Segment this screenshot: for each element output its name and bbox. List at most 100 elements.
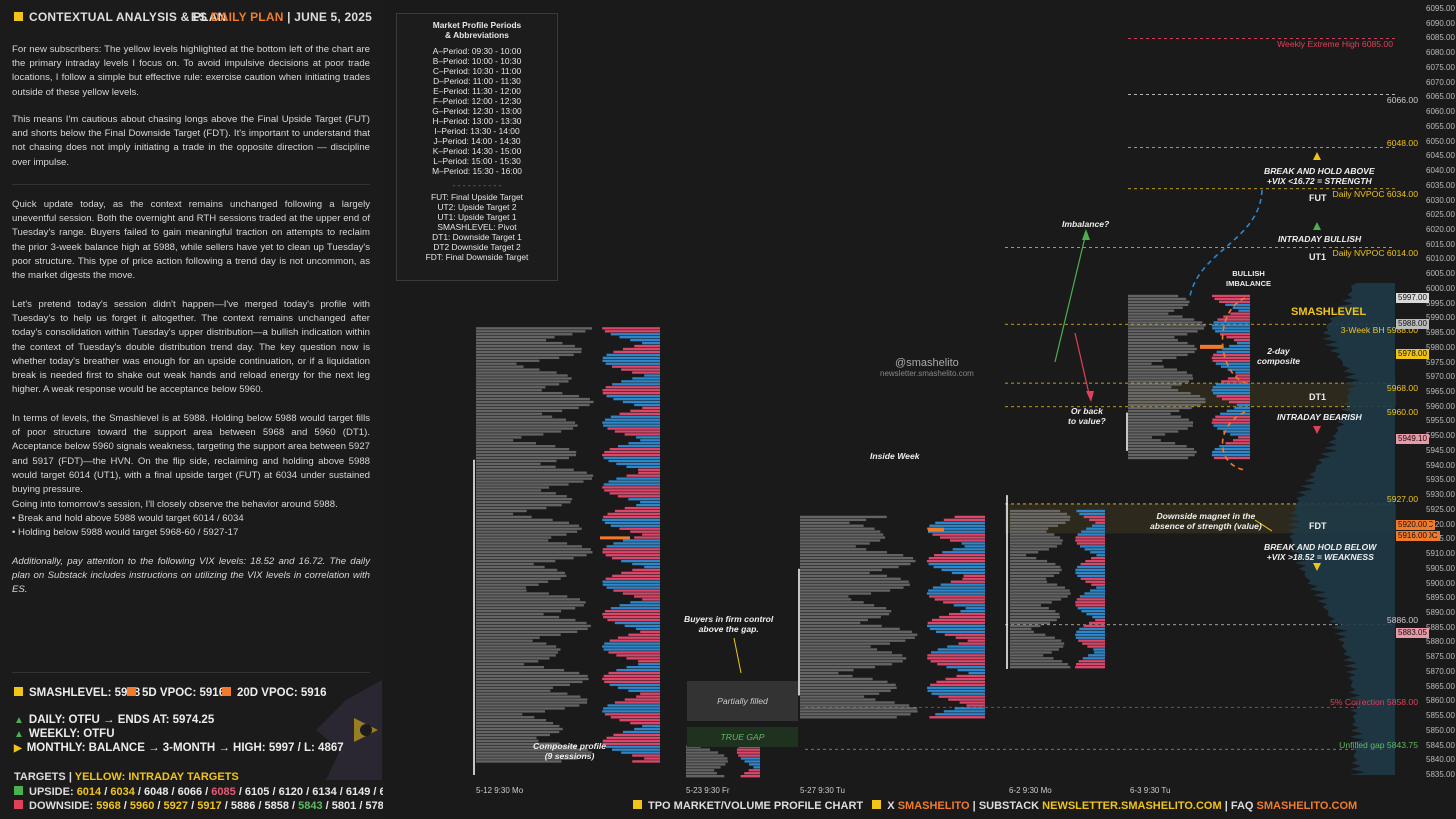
composite2day-tpo-row: [1128, 456, 1189, 460]
composite2day-volume-row: [1212, 418, 1250, 421]
composite-volume-row: [614, 701, 660, 704]
day-62-volume-row: [1091, 556, 1105, 560]
composite-volume-row: [632, 377, 660, 380]
composite-volume-row: [612, 383, 660, 386]
composite2day-volume-row: [1216, 394, 1250, 398]
footer-chart: TPO MARKET/VOLUME PROFILE CHART: [648, 800, 864, 812]
composite2day-tpo-row: [1128, 439, 1161, 442]
week-volume-row: [950, 539, 985, 542]
composite-tpo-row: [476, 645, 557, 648]
composite-volume-row: [636, 436, 660, 439]
composite-volume-row: [626, 474, 660, 477]
composite-volume-row: [604, 642, 660, 645]
week-volume-row: [936, 680, 985, 684]
week-volume-row: [927, 624, 985, 628]
footer-faq-site[interactable]: SMASHELITO.COM: [1256, 800, 1358, 812]
footer-substack-site[interactable]: NEWSLETTER.SMASHELITO.COM: [1042, 800, 1222, 812]
composite2day-tpo-row: [1128, 300, 1190, 304]
composite-volume-row: [606, 586, 660, 589]
composite2day-volume-row: [1222, 347, 1250, 351]
composite-tpo-row: [476, 595, 568, 598]
composite2day-volume-row: [1211, 324, 1250, 327]
yellow-arrow: [733, 637, 742, 674]
day-62-tpo-row: [1010, 660, 1063, 663]
break-above-line2: +VIX <16.72 = STRENGTH: [1266, 176, 1372, 186]
week-tpo-row: [800, 698, 876, 701]
composite-volume-row: [624, 506, 660, 510]
footer-x-handle[interactable]: SMASHELITO: [897, 800, 970, 812]
composite-tpo-row: [476, 450, 577, 454]
week-tpo-row: [800, 612, 890, 616]
buyers-line1: Buyers in firm control: [684, 614, 774, 624]
composite-volume-row: [640, 630, 660, 633]
targets-header: TARGETS | YELLOW: INTRADAY TARGETS: [14, 771, 239, 783]
composite-line1: Composite profile: [533, 741, 607, 751]
composite-volume-row: [616, 462, 660, 466]
orange-square-icon: [127, 687, 136, 696]
composite-tpo-row: [476, 716, 535, 719]
week-tpo-row: [800, 671, 839, 675]
composite-tpo-row: [476, 439, 514, 442]
week-volume-row: [927, 689, 985, 692]
week-volume-row: [959, 701, 985, 704]
day-62-tpo-row: [1010, 574, 1054, 578]
day-62-tpo-row: [1010, 536, 1061, 539]
composite2day-volume-row: [1219, 445, 1250, 448]
composite-tpo-row: [476, 704, 580, 707]
y-tick-label: 6055.00: [1426, 121, 1455, 131]
composite-tpo-row: [476, 442, 536, 445]
day-62-volume-row: [1077, 533, 1105, 536]
composite-tpo-row: [476, 336, 555, 339]
composite2day-volume-row: [1211, 421, 1250, 424]
composite-tpo-row: [476, 710, 546, 713]
composite-volume-row: [614, 621, 660, 625]
axis-badge: 5883.05: [1396, 628, 1429, 639]
composite-volume-row: [602, 739, 660, 743]
day-62-volume-row: [1077, 607, 1105, 610]
composite2day-volume-row: [1238, 436, 1250, 439]
green-square-icon: [14, 786, 23, 795]
week-tpo-row: [800, 571, 870, 575]
composite-tpo-row: [476, 677, 589, 681]
week-volume-row: [956, 674, 985, 678]
week-tpo-row: [800, 654, 903, 657]
composite-volume-row: [613, 733, 660, 737]
gap-session-volume-row: [740, 757, 760, 760]
week-tpo-row: [800, 677, 873, 681]
composite2day-tpo-row: [1128, 321, 1203, 324]
composite2day-volume-row: [1220, 365, 1250, 368]
day-62-tpo-row: [1010, 521, 1066, 524]
composite2day-volume-row: [1235, 374, 1250, 377]
decor-graphic: [316, 680, 382, 780]
footer-x: X: [887, 800, 895, 812]
composite-tpo-row: [476, 359, 540, 362]
composite2day-volume-row: [1217, 318, 1250, 321]
yellow-square-icon: [872, 800, 882, 809]
week-volume-row: [944, 633, 985, 636]
composite-volume-row: [626, 465, 660, 469]
target-value: / 5801 / 5780 /: [322, 800, 400, 812]
week-volume-row: [947, 645, 985, 648]
week-volume-row: [927, 621, 985, 625]
composite2day-tpo-row: [1128, 412, 1171, 415]
composite-tpo-row: [476, 356, 560, 360]
composite-tpo-row: [476, 601, 586, 604]
week-tpo-row: [800, 674, 853, 678]
gap-session-volume-row: [744, 760, 760, 763]
y-tick-label: 5930.00: [1426, 490, 1455, 500]
level-5960-label: 5960.00: [1386, 407, 1418, 417]
composite2day-tpo-row: [1128, 350, 1195, 354]
up-triangle-icon: [1313, 222, 1321, 230]
day-62-tpo-row: [1010, 657, 1054, 660]
y-tick-label: 6025.00: [1426, 210, 1455, 220]
target-value: 6014: [76, 786, 102, 798]
composite2day-volume-row: [1211, 389, 1250, 392]
composite-volume-row: [644, 374, 660, 377]
divider: [12, 672, 370, 673]
target-value: / 6105 / 6120 / 6134 / 6149 / 6166: [235, 786, 404, 798]
week-volume-row: [966, 704, 985, 707]
week-volume-row: [954, 707, 985, 710]
red-arrow: [1074, 332, 1091, 399]
day-62-volume-row: [1084, 548, 1105, 551]
target-value: 5960: [129, 800, 155, 812]
